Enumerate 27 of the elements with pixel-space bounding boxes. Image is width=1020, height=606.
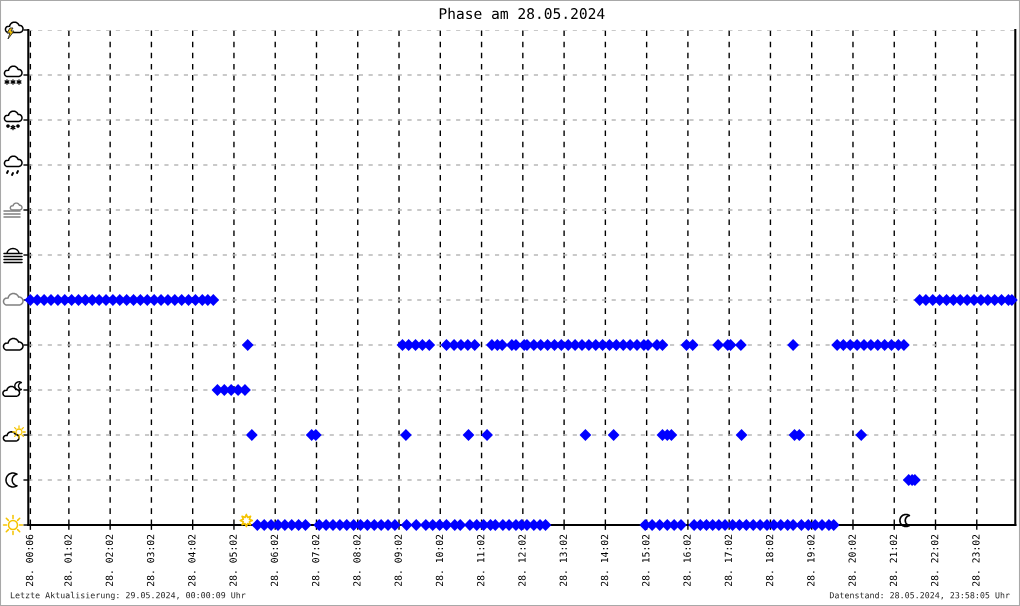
text: Datenstand: 28.05.2024, 23:58:05 Uhr [829,591,1010,600]
x-tick-label: 28. 22:02 [931,534,939,586]
x-tick-label: 28. 17:02 [724,534,733,586]
x-tick-label: 28. 10:02 [435,534,444,586]
x-tick-label: 28. 12:02 [518,534,526,586]
chart-title: Phase am 28.05.2024 [439,7,605,20]
x-tick-label: 28. 07:02 [311,534,320,586]
x-tick-label: 28. 08:02 [353,534,361,586]
text: Letzte Aktualisierung: 29.05.2024, 00:00:09 Uhr [10,591,246,600]
x-tick-label: 28. 20:02 [848,534,856,586]
x-tick-label: 28. 00:06 [25,534,34,586]
x-tick-label: 28. 01:02 [64,534,72,586]
x-tick-label: 28. 18:02 [765,534,774,586]
x-tick-label: 28. 16:02 [683,534,691,586]
x-tick-label: 28. 03:02 [146,534,155,586]
x-tick-label: 28. 02:02 [105,534,113,586]
x-tick-label: 28. 21:02 [889,534,898,586]
x-tick-label: 28. 05:02 [229,534,237,586]
x-tick-label: 28. 19:02 [807,534,815,586]
x-tick-label: 28. 23:02 [972,534,980,586]
x-tick-label: 28. 09:02 [394,534,402,586]
x-tick-label: 28. 04:02 [188,534,196,586]
x-tick-label: 28. 11:02 [477,534,485,586]
x-tick-label: 28. 13:02 [559,534,567,586]
x-tick-label: 28. 14:02 [600,534,609,586]
x-tick-label: 28. 06:02 [270,534,279,586]
x-tick-label: 28. 15:02 [642,534,650,586]
